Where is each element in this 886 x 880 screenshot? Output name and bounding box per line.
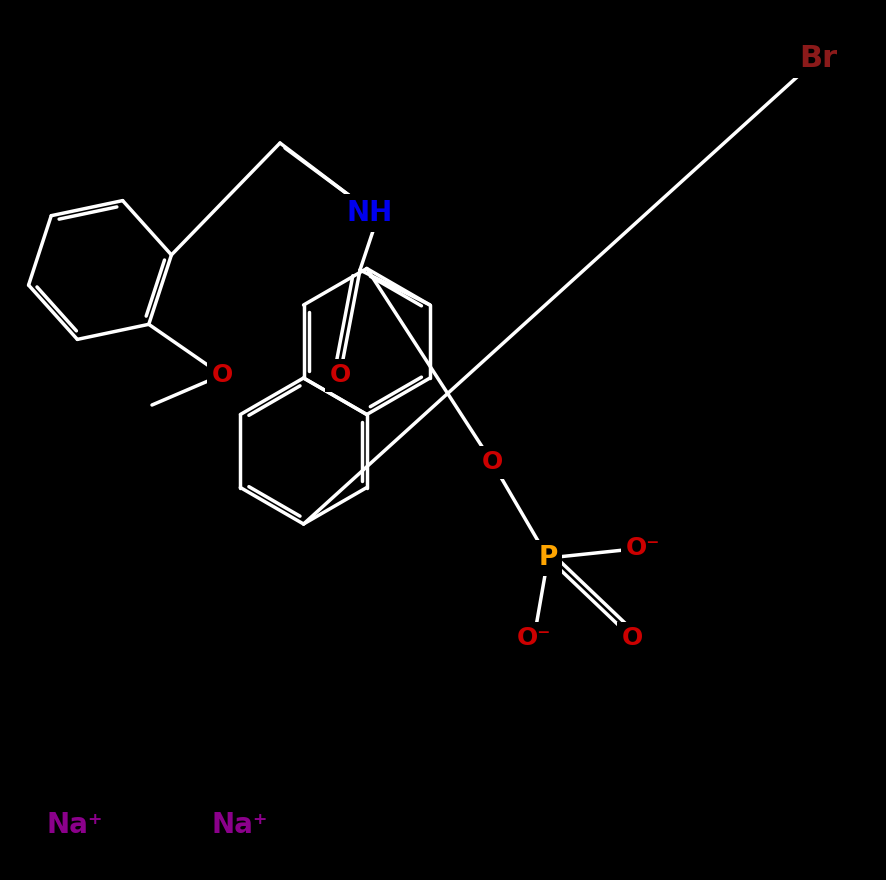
Text: O: O <box>330 363 351 387</box>
Text: O⁻: O⁻ <box>517 626 551 650</box>
Text: NH: NH <box>347 199 393 227</box>
Text: Na⁺: Na⁺ <box>47 811 104 839</box>
Text: Br: Br <box>799 43 837 72</box>
Text: O: O <box>481 450 502 474</box>
Text: Na⁺: Na⁺ <box>212 811 268 839</box>
Text: P: P <box>539 545 557 571</box>
Text: O: O <box>621 626 642 650</box>
Text: O: O <box>212 363 233 387</box>
Text: O⁻: O⁻ <box>626 536 660 560</box>
